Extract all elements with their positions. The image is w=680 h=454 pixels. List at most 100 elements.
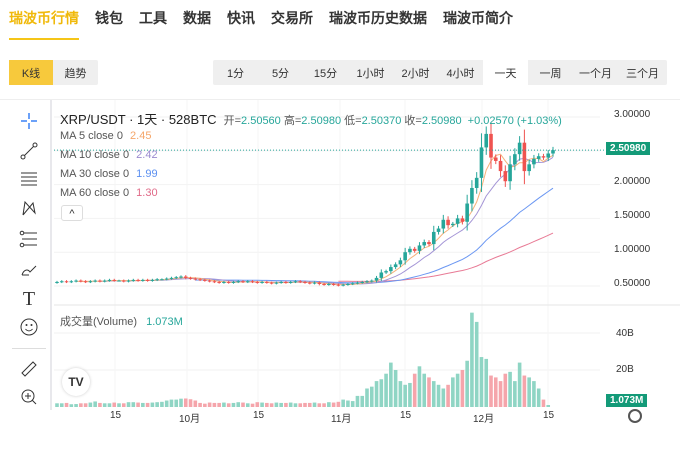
tab-news[interactable]: 快讯 bbox=[227, 10, 255, 26]
candle-body bbox=[74, 280, 78, 282]
x-tick: 15 bbox=[543, 410, 555, 421]
candle-body bbox=[222, 281, 226, 283]
volume-bar bbox=[503, 373, 508, 407]
candle-body bbox=[465, 203, 469, 222]
interval-1m[interactable]: 1分 bbox=[226, 67, 245, 80]
volume-bar bbox=[312, 402, 317, 407]
volume-bar bbox=[217, 402, 221, 407]
candle-body bbox=[231, 281, 236, 283]
pattern-icon[interactable] bbox=[16, 196, 42, 222]
crosshair-icon[interactable] bbox=[16, 108, 42, 134]
tab-xrp-market[interactable]: 瑞波币行情 bbox=[9, 8, 79, 40]
volume-bar bbox=[88, 402, 93, 407]
ma10-line bbox=[99, 156, 554, 285]
candle-body bbox=[98, 280, 102, 282]
collapse-legend-button[interactable]: ^ bbox=[61, 205, 83, 221]
volume-bar bbox=[117, 403, 121, 407]
chart-area[interactable]: T XRP/USDT · 1天 · 528BTC 开=2.50560 高=2.5… bbox=[0, 99, 680, 453]
candle-body bbox=[417, 245, 422, 251]
candle-body bbox=[188, 277, 193, 279]
volume-bar bbox=[69, 404, 74, 407]
interval-3mo[interactable]: 三个月 bbox=[626, 67, 659, 80]
interval-2h[interactable]: 2小时 bbox=[401, 67, 430, 80]
brush-icon[interactable] bbox=[16, 256, 42, 282]
candle-body bbox=[183, 276, 188, 278]
candle-body bbox=[141, 279, 145, 281]
candle-body bbox=[145, 279, 150, 281]
candle-body bbox=[365, 281, 369, 283]
interval-15m[interactable]: 15分 bbox=[313, 67, 338, 80]
candle-body bbox=[226, 281, 231, 283]
candle-body bbox=[327, 283, 331, 285]
trend-line-icon[interactable] bbox=[16, 138, 42, 164]
horizontal-lines-icon[interactable] bbox=[16, 166, 42, 192]
interval-1w[interactable]: 一周 bbox=[539, 67, 562, 80]
candle-body bbox=[317, 282, 322, 284]
candle-body bbox=[474, 177, 479, 188]
candle-body bbox=[508, 164, 512, 182]
tab-tools[interactable]: 工具 bbox=[139, 10, 167, 26]
zoom-in-icon[interactable] bbox=[16, 384, 42, 410]
candle-body bbox=[436, 228, 441, 232]
interval-selector: 1分 5分 15分 1小时 2小时 4小时 一天 一周 一个月 三个月 bbox=[213, 60, 667, 85]
candle-body bbox=[274, 282, 279, 284]
candle-body bbox=[79, 280, 83, 282]
candle-body bbox=[374, 277, 379, 281]
candle-body bbox=[69, 281, 74, 283]
tradingview-logo[interactable]: TV bbox=[62, 368, 90, 396]
candle-body bbox=[107, 279, 112, 281]
volume-bar bbox=[508, 371, 512, 407]
x-tick: 10月 bbox=[179, 414, 201, 425]
volume-bar bbox=[527, 377, 531, 407]
interval-5m[interactable]: 5分 bbox=[271, 67, 290, 80]
candle-body bbox=[336, 284, 341, 286]
volume-bar bbox=[336, 401, 341, 407]
volume-bar bbox=[541, 399, 546, 407]
volume-bar bbox=[298, 403, 303, 407]
volume-bar bbox=[241, 402, 245, 407]
candle-body bbox=[355, 282, 360, 284]
candle-body bbox=[360, 281, 365, 283]
volume-bar bbox=[431, 381, 436, 407]
candle-body bbox=[198, 279, 202, 281]
volume-bar bbox=[203, 403, 207, 407]
settings-gear-icon[interactable] bbox=[628, 409, 642, 423]
candle-body bbox=[331, 283, 336, 285]
tab-exchanges[interactable]: 交易所 bbox=[271, 10, 313, 26]
volume-bar bbox=[417, 366, 422, 407]
tab-data[interactable]: 数据 bbox=[183, 10, 211, 26]
candle-body bbox=[303, 281, 307, 283]
text-icon[interactable]: T bbox=[22, 287, 36, 310]
interval-1d[interactable]: 一天 bbox=[483, 60, 528, 85]
interval-4h[interactable]: 4小时 bbox=[446, 67, 475, 80]
volume-bar bbox=[369, 386, 374, 407]
volume-bar bbox=[536, 388, 541, 407]
interval-1mo[interactable]: 一个月 bbox=[579, 67, 612, 80]
interval-1h[interactable]: 1小时 bbox=[356, 67, 385, 80]
candle-body bbox=[493, 157, 498, 161]
volume-bar bbox=[59, 403, 64, 407]
trend-button[interactable]: 趋势 bbox=[64, 67, 87, 80]
close-value: 2.50980 bbox=[421, 115, 462, 127]
fib-icon[interactable] bbox=[16, 226, 42, 252]
top-nav: 瑞波币行情 钱包 工具 数据 快讯 交易所 瑞波币历史数据 瑞波币简介 bbox=[9, 8, 513, 40]
candle-body bbox=[55, 281, 59, 283]
candle-body bbox=[441, 219, 446, 229]
candle-body bbox=[379, 272, 384, 278]
chart-canvas[interactable] bbox=[0, 100, 680, 454]
volume-bar bbox=[398, 381, 403, 407]
volume-bar bbox=[260, 402, 264, 407]
tab-history[interactable]: 瑞波币历史数据 bbox=[329, 10, 427, 26]
volume-bar bbox=[441, 388, 446, 407]
volume-bar bbox=[465, 360, 469, 407]
volume-bar bbox=[93, 401, 97, 407]
tab-intro[interactable]: 瑞波币简介 bbox=[443, 10, 513, 26]
candle-body bbox=[489, 133, 493, 158]
volume-bar bbox=[393, 370, 398, 407]
tab-wallet[interactable]: 钱包 bbox=[95, 10, 123, 26]
candle-body bbox=[269, 282, 274, 284]
kline-button[interactable]: K线 bbox=[9, 60, 53, 85]
ruler-icon[interactable] bbox=[16, 356, 42, 382]
candle-body bbox=[312, 282, 317, 284]
emoji-icon[interactable] bbox=[16, 314, 42, 340]
